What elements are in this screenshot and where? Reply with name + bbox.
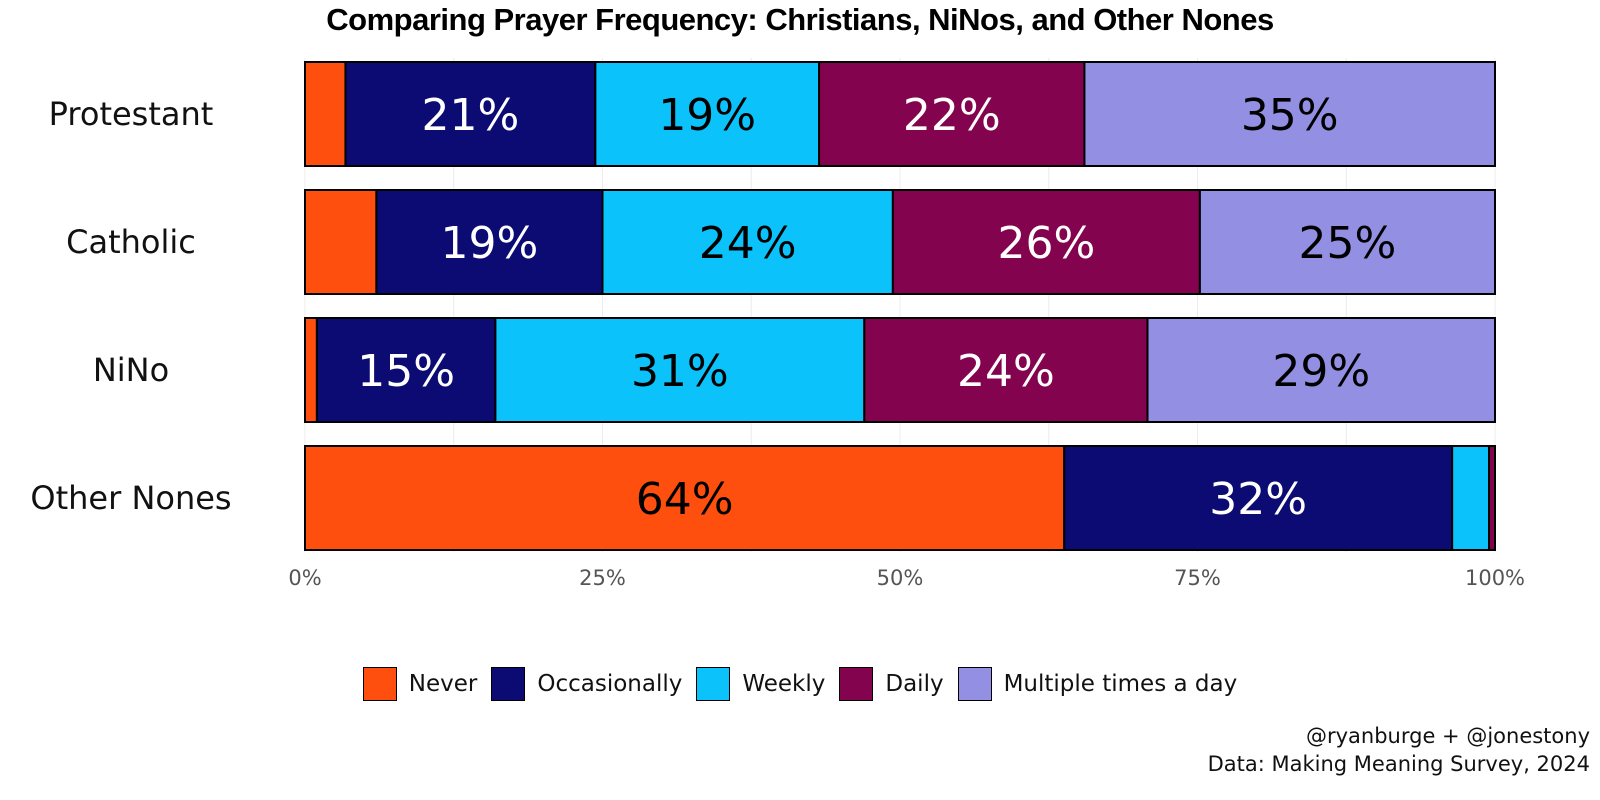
category-label-catholic: Catholic [66,223,196,261]
category-label-protestant: Protestant [49,95,214,133]
bar-protestant-occasionally [344,61,597,167]
x-tick-label: 75% [1174,566,1221,590]
bar-protestant-never [304,61,347,167]
data-label-catholic-multiple-times-a-day: 25% [1299,218,1397,269]
credits: @ryanburge + @jonestony Data: Making Mea… [1208,722,1590,778]
data-label-nino-multiple-times-a-day: 29% [1272,346,1370,397]
data-label-protestant-multiple-times-a-day: 35% [1241,90,1339,141]
bar-catholic-never [304,189,378,295]
bar-protestant-weekly [594,61,821,167]
legend-item-daily: Daily [839,667,944,701]
legend-label: Never [408,671,478,697]
bar-nino-weekly [494,317,866,423]
bar-other-nones-never [304,445,1066,551]
data-label-other-nones-never: 64% [636,474,734,525]
bar-catholic-multiple-times-a-day [1198,189,1496,295]
legend-label: Occasionally [537,671,683,697]
bar-other-nones-weekly [1451,445,1491,551]
data-label-nino-occasionally: 15% [357,346,455,397]
data-label-catholic-occasionally: 19% [441,218,539,269]
data-label-nino-daily: 24% [957,346,1055,397]
bar-protestant-daily [818,61,1086,167]
x-tick-label: 100% [1465,566,1525,590]
legend: Never Occasionally Weekly Daily Multiple tim… [0,664,1600,704]
bar-nino-never [304,317,318,423]
bar-nino-daily [863,317,1149,423]
legend-swatch [362,667,397,701]
bar-other-nones-occasionally [1063,445,1454,551]
bar-catholic-weekly [601,189,894,295]
data-label-protestant-daily: 22% [903,90,1001,141]
bar-protestant-multiple-times-a-day [1083,61,1496,167]
bar-nino-occasionally [315,317,497,423]
category-label-nino: NiNo [93,351,169,389]
legend-swatch [839,667,874,701]
legend-item-weekly: Weekly [696,667,825,701]
bar-catholic-daily [891,189,1201,295]
data-label-catholic-daily: 26% [997,218,1095,269]
data-label-protestant-weekly: 19% [658,90,756,141]
legend-swatch [957,667,992,701]
legend-swatch [696,667,731,701]
data-label-nino-weekly: 31% [631,346,729,397]
bar-other-nones-daily [1488,445,1497,551]
credit-authors: @ryanburge + @jonestony [1305,724,1590,748]
bar-catholic-occasionally [375,189,604,295]
legend-swatch [491,667,526,701]
x-tick-label: 25% [579,566,626,590]
legend-label: Multiple times a day [1003,671,1238,697]
legend-item-never: Never [362,667,478,701]
stacked-bar-chart: 21% 19% 22% 35% Protestant 19% 24% 26% 25% Cathol… [30,58,1525,590]
data-label-other-nones-occasionally: 32% [1209,474,1307,525]
legend-item-multiple-times-a-day: Multiple times a day [957,667,1238,701]
chart-title: Comparing Prayer Frequency: Christians, … [326,2,1274,37]
data-label-catholic-weekly: 24% [699,218,797,269]
bar-nino-multiple-times-a-day [1146,317,1497,423]
x-tick-label: 0% [288,566,321,590]
legend-label: Daily [885,671,944,697]
category-label-other-nones: Other Nones [30,479,231,517]
data-label-protestant-occasionally: 21% [422,90,520,141]
legend-item-occasionally: Occasionally [491,667,682,701]
legend-label: Weekly [742,671,826,697]
credit-source: Data: Making Meaning Survey, 2024 [1207,752,1590,776]
x-tick-label: 50% [877,566,924,590]
